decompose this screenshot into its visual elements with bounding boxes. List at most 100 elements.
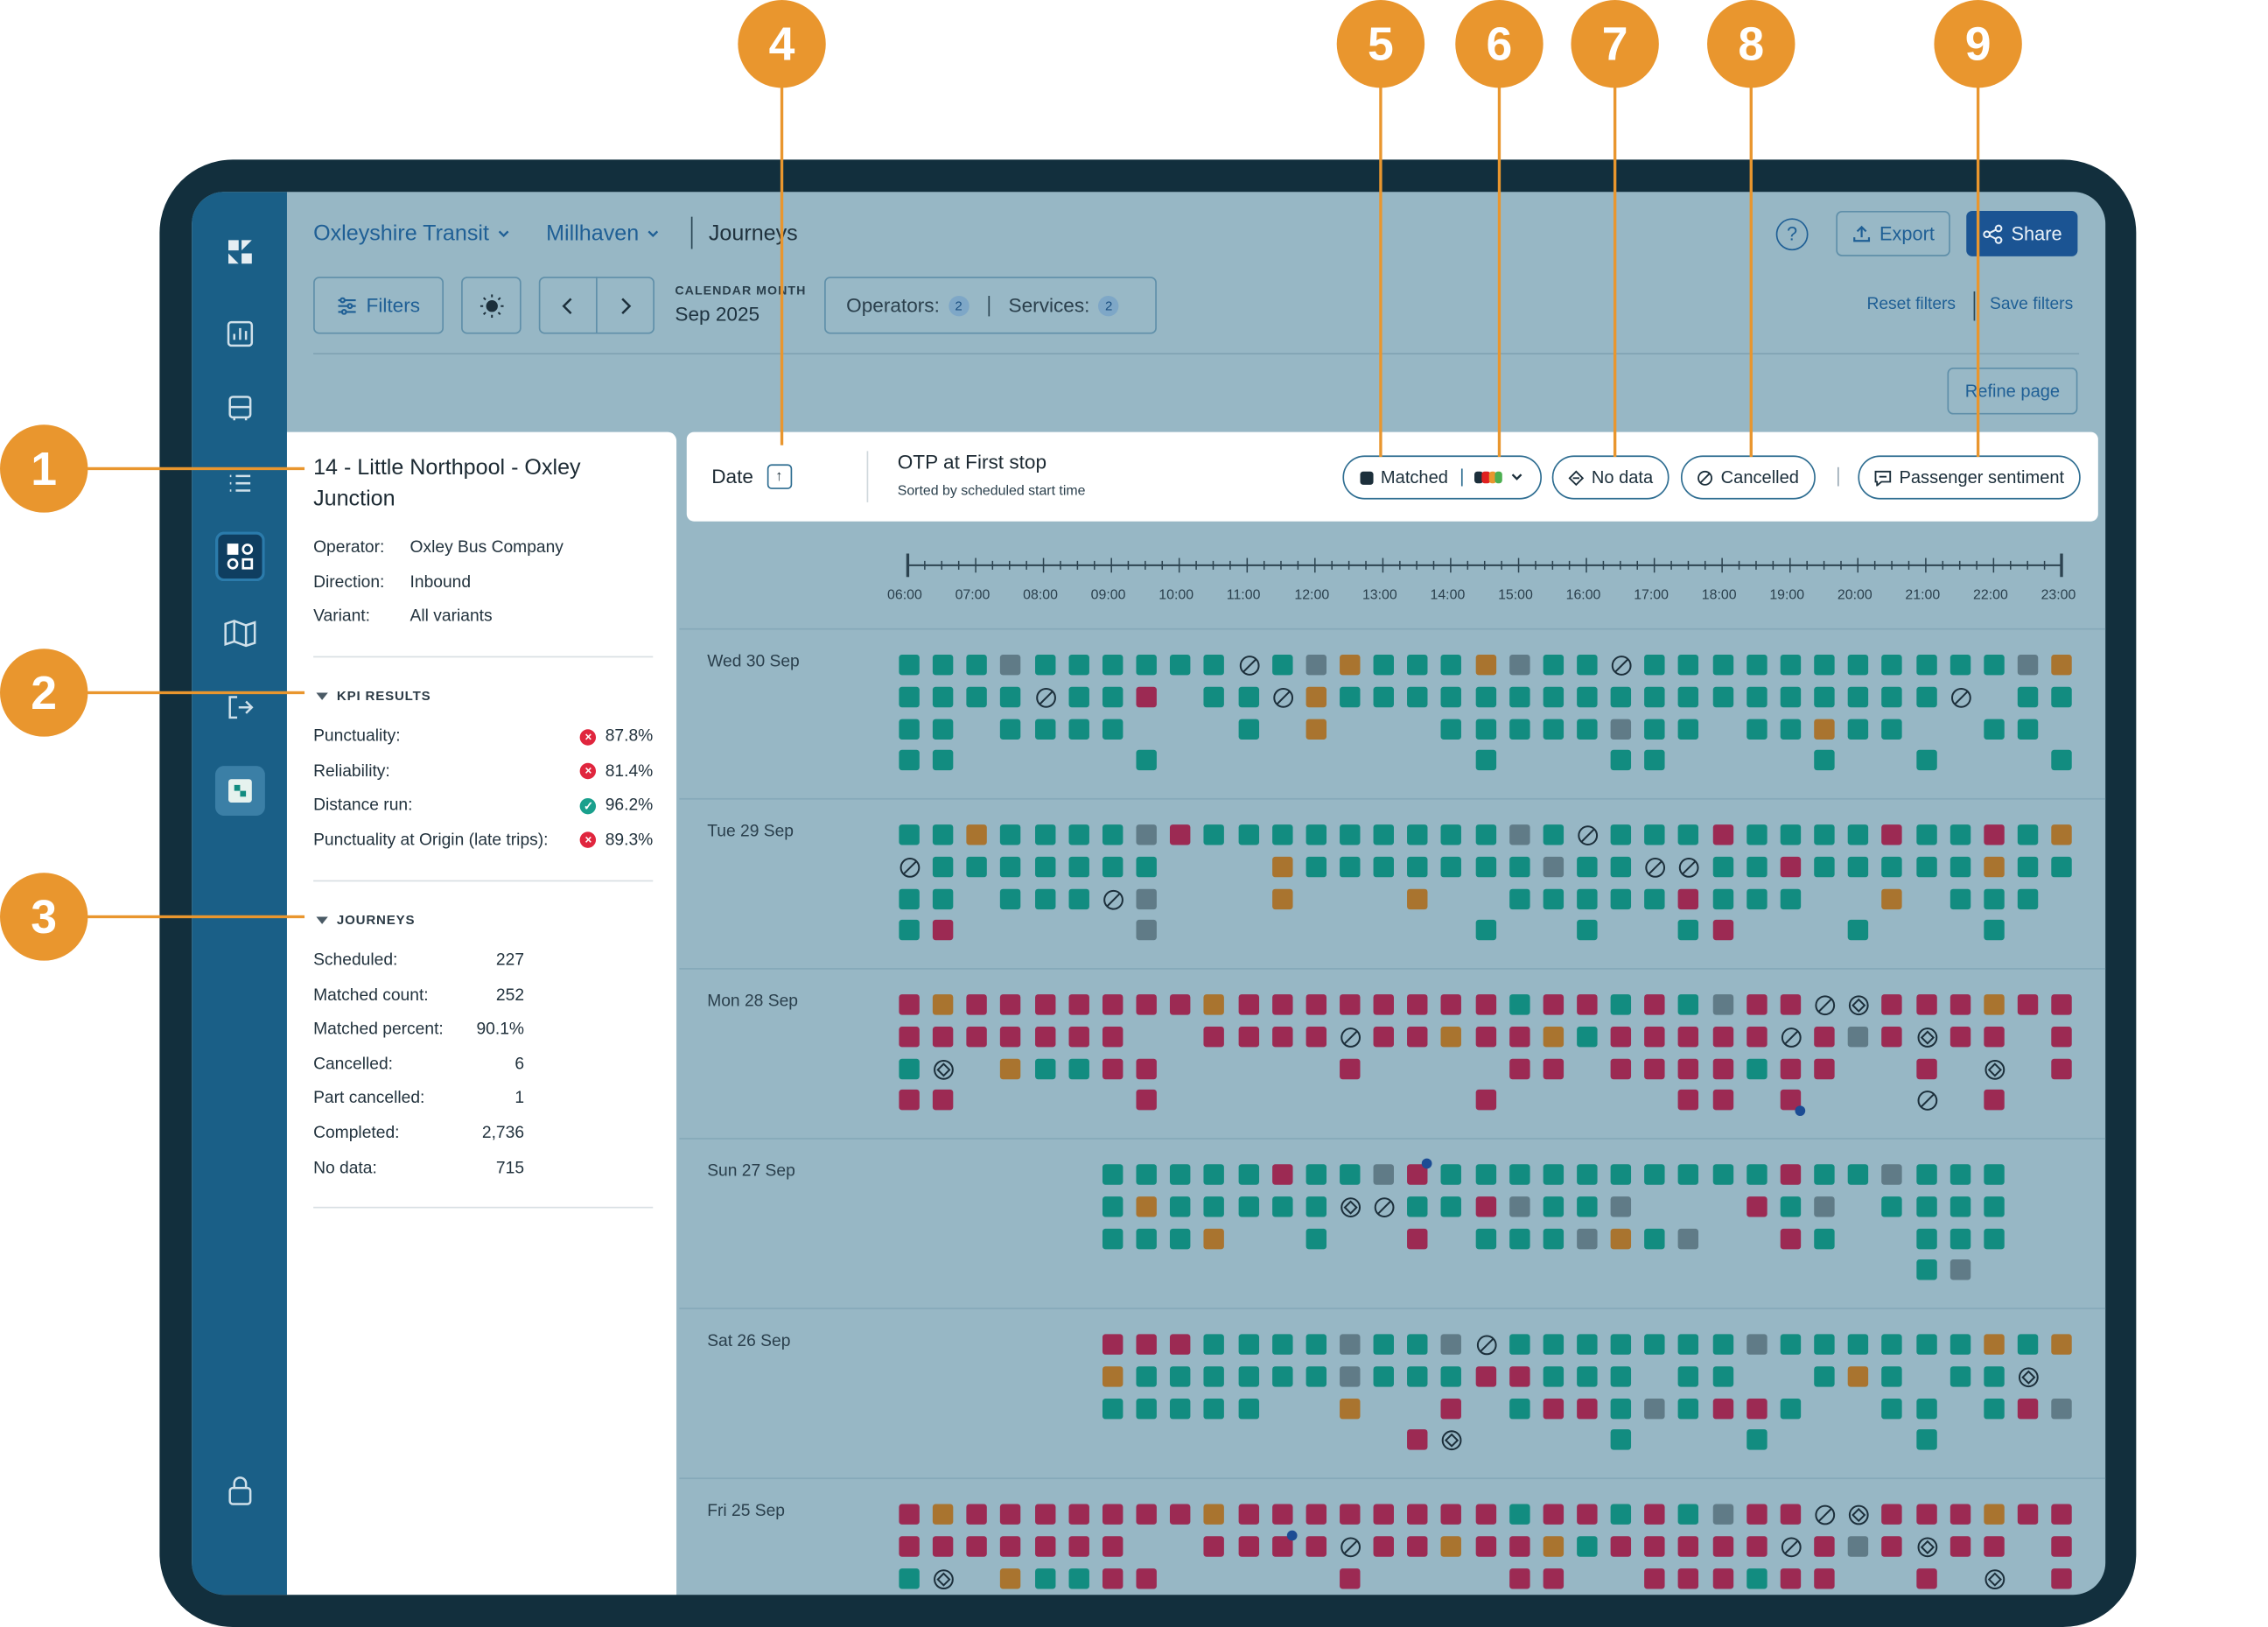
journey-cell[interactable]	[1543, 1196, 1564, 1217]
journey-cell[interactable]	[1136, 1398, 1157, 1419]
journey-cell[interactable]	[1204, 994, 1225, 1015]
journey-cell[interactable]	[1780, 994, 1801, 1015]
journey-cell[interactable]	[1474, 686, 1496, 707]
journey-cell[interactable]	[1848, 718, 1869, 740]
cancelled-journey-icon[interactable]	[1814, 994, 1836, 1016]
cancelled-filter-pill[interactable]: Cancelled	[1680, 455, 1816, 500]
journey-cell[interactable]	[899, 1535, 920, 1557]
journey-cell[interactable]	[1983, 1398, 2005, 1419]
journey-cell[interactable]	[1068, 1504, 1089, 1525]
journey-cell[interactable]	[1339, 856, 1361, 877]
journey-cell[interactable]	[2017, 1334, 2039, 1355]
journey-cell[interactable]	[1508, 1334, 1530, 1355]
journey-cell[interactable]	[1000, 1504, 1022, 1525]
breadcrumb-area[interactable]: Millhaven	[546, 221, 661, 246]
previous-month-button[interactable]	[538, 277, 598, 334]
journey-cell[interactable]	[1339, 654, 1361, 676]
journey-cell[interactable]	[1610, 1196, 1632, 1217]
journey-cell[interactable]	[933, 856, 954, 877]
journey-cell[interactable]	[1678, 888, 1699, 909]
journey-cell[interactable]	[1474, 1164, 1496, 1185]
journey-cell[interactable]	[1712, 1058, 1733, 1079]
journey-cell[interactable]	[1915, 1259, 1936, 1281]
cancelled-journey-icon[interactable]	[1781, 1027, 1802, 1048]
journey-cell[interactable]	[1102, 1196, 1124, 1217]
journey-cell[interactable]	[1848, 1334, 1869, 1355]
journey-cell[interactable]	[899, 718, 920, 740]
journey-cell[interactable]	[1306, 824, 1326, 845]
journey-cell[interactable]	[1474, 654, 1496, 676]
next-month-button[interactable]	[596, 277, 654, 334]
journey-cell[interactable]	[1508, 1228, 1530, 1249]
cancelled-journey-icon[interactable]	[1102, 888, 1124, 910]
journey-cell[interactable]	[1746, 1196, 1768, 1217]
journey-cell[interactable]	[1848, 824, 1869, 845]
journey-cell[interactable]	[1543, 1164, 1564, 1185]
list-icon[interactable]	[215, 459, 265, 508]
journey-cell[interactable]	[1068, 686, 1089, 707]
journey-cell[interactable]	[1543, 994, 1564, 1015]
journey-cell[interactable]	[1136, 686, 1157, 707]
journey-cell[interactable]	[1339, 1567, 1361, 1588]
journey-cell[interactable]	[1034, 654, 1055, 676]
journey-cell[interactable]	[1678, 1334, 1699, 1355]
journey-cell[interactable]	[1170, 1504, 1191, 1525]
journey-cell[interactable]	[1508, 1398, 1530, 1419]
journey-cell[interactable]	[1000, 994, 1022, 1015]
journey-cell[interactable]	[2051, 1535, 2072, 1557]
journey-cell[interactable]	[1508, 1164, 1530, 1185]
journey-cell[interactable]	[1950, 1164, 1970, 1185]
services-filter[interactable]: Services: 2	[1009, 294, 1119, 316]
journey-cell[interactable]	[1136, 824, 1157, 845]
journey-cell[interactable]	[1712, 994, 1733, 1015]
journey-cell[interactable]	[1881, 1164, 1903, 1185]
journey-cell[interactable]	[1237, 718, 1259, 740]
journey-cell[interactable]	[2051, 994, 2072, 1015]
journey-cell[interactable]	[1881, 1334, 1903, 1355]
refine-page-button[interactable]: Refine page	[1947, 367, 2078, 415]
journey-cell[interactable]	[1102, 1398, 1124, 1419]
journey-cell[interactable]	[1237, 1164, 1259, 1185]
journey-cell[interactable]	[1508, 856, 1530, 877]
journey-cell[interactable]	[1644, 1334, 1666, 1355]
journey-cell[interactable]	[1814, 1196, 1835, 1217]
journey-cell[interactable]	[1644, 718, 1666, 740]
journey-cell[interactable]	[1814, 856, 1835, 877]
journey-cell[interactable]	[1102, 686, 1124, 707]
journey-cell[interactable]	[1881, 1026, 1903, 1048]
journey-cell[interactable]	[2017, 686, 2039, 707]
journey-cell[interactable]	[1746, 1429, 1768, 1451]
journey-cell[interactable]	[1881, 1398, 1903, 1419]
journey-cell[interactable]	[1474, 994, 1496, 1015]
journey-cell[interactable]	[1306, 1334, 1326, 1355]
journey-cell[interactable]	[1712, 1567, 1733, 1588]
journey-cell[interactable]	[1814, 686, 1835, 707]
journey-cell[interactable]	[1780, 686, 1801, 707]
journey-cell[interactable]	[1543, 686, 1564, 707]
no-data-journey-icon[interactable]	[1848, 994, 1870, 1016]
journey-cell[interactable]	[1441, 994, 1462, 1015]
journey-cell[interactable]	[1136, 856, 1157, 877]
journey-cell[interactable]	[1407, 1228, 1428, 1249]
matched-filter-pill[interactable]: Matched	[1342, 455, 1542, 500]
journey-cell[interactable]	[1068, 1535, 1089, 1557]
scope-filters[interactable]: Operators: 2 Services: 2	[824, 277, 1157, 334]
journey-cell[interactable]	[1577, 1365, 1598, 1387]
journey-cell[interactable]	[933, 1504, 954, 1525]
journey-cell[interactable]	[1306, 1504, 1326, 1525]
journey-cell[interactable]	[1780, 1058, 1801, 1079]
journey-cell[interactable]	[1136, 888, 1157, 909]
journey-cell[interactable]	[1950, 1504, 1970, 1525]
journey-cell[interactable]	[1543, 1365, 1564, 1387]
journey-cell[interactable]	[1508, 1504, 1530, 1525]
journey-cell[interactable]	[1136, 994, 1157, 1015]
journey-cell[interactable]	[1644, 686, 1666, 707]
journey-cell[interactable]	[1306, 1164, 1326, 1185]
journey-cell[interactable]	[1746, 1398, 1768, 1419]
journey-cell[interactable]	[1102, 1504, 1124, 1525]
journey-cell[interactable]	[1000, 1026, 1022, 1048]
filters-button[interactable]: Filters	[313, 277, 444, 334]
journey-cell[interactable]	[1712, 1026, 1733, 1048]
journey-cell[interactable]	[1678, 1365, 1699, 1387]
help-icon[interactable]: ?	[1775, 218, 1809, 251]
